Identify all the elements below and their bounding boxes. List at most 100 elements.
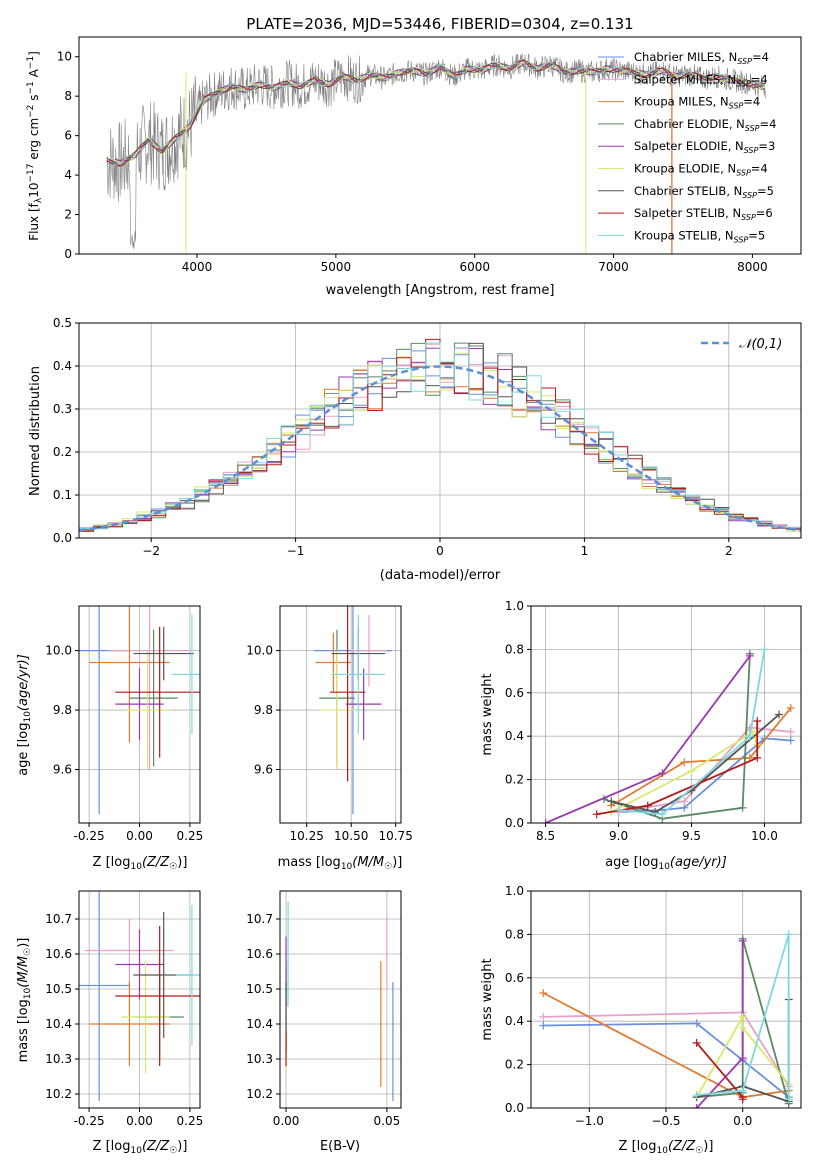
- y-tick-label: 0.8: [505, 642, 524, 656]
- label-part: )]: [703, 1139, 713, 1154]
- y-tick-label: 8: [64, 89, 72, 103]
- x-tick-label: 9.5: [682, 829, 701, 843]
- weight-marker: [539, 1021, 548, 1030]
- y-tick-label: 0.0: [505, 816, 524, 830]
- x-tick-label: 7000: [598, 260, 629, 274]
- plot-area: [79, 606, 200, 815]
- weight-marker: [680, 758, 689, 767]
- mass-vs-metallicity-panel: -0.25 0.00 0.25 10.2 10.3 10.4 10.5 10.6 10.7 Z […: [16, 890, 203, 1156]
- weight-marker: [539, 1012, 548, 1021]
- legend-sub: SSP: [742, 191, 757, 200]
- y-axis-label: mass weight: [480, 673, 495, 755]
- spectrum-model-line: [106, 59, 766, 167]
- legend-count: =3: [758, 139, 775, 153]
- x-tick-label: −2: [142, 544, 160, 558]
- x-tick-label: 0.25: [177, 829, 204, 843]
- y-tick-label: 0.5: [53, 316, 72, 330]
- x-tick-label: 10.75: [378, 829, 412, 843]
- residual-histogram-panel: −2 −1 0 1 2 0.0 0.1 0.2 0.3 0.4 0.5 (data-model)/er…: [28, 316, 802, 583]
- weight-marker: [738, 1095, 747, 1104]
- label-sun: ☉: [169, 1146, 177, 1156]
- y-tick-label: 10.3: [246, 1052, 273, 1066]
- y-tick-label: 9.8: [53, 703, 72, 717]
- y-tick-label: 10.2: [45, 1087, 72, 1101]
- label-part: )]: [177, 855, 187, 870]
- label-part: (Z/Z: [668, 1139, 696, 1154]
- label-part: (age/yr)]: [16, 654, 31, 711]
- y-tick-label: 0.4: [53, 359, 72, 373]
- label-part: age [log: [16, 723, 31, 776]
- y-tick-label: 4: [64, 168, 72, 182]
- legend-sub: SSP: [737, 57, 752, 66]
- legend-count: =5: [757, 184, 774, 198]
- y-tick-label: 2: [64, 208, 72, 222]
- x-tick-label: 0: [436, 544, 444, 558]
- weight-marker: [687, 766, 696, 775]
- label-part: (M/M: [16, 956, 31, 988]
- weight-marker: [658, 769, 667, 778]
- legend-label: Kroupa MILES, NSSP=4: [634, 95, 760, 111]
- x-tick-label: 0.00: [126, 1114, 153, 1128]
- weight-marker: [738, 1054, 747, 1063]
- x-tick-label: 5000: [321, 260, 352, 274]
- weight-marker: [607, 797, 616, 806]
- weight-marker: [541, 819, 550, 823]
- legend-label: Salpeter STELIB, NSSP=6: [634, 206, 773, 222]
- label-sub: 10: [130, 1146, 142, 1156]
- y-tick-label: 9.8: [254, 703, 273, 717]
- x-tick-label: −0.5: [651, 1114, 680, 1128]
- y-tick-label: 0.6: [505, 686, 524, 700]
- y-tick-label: 6: [64, 129, 72, 143]
- legend-sub: SSP: [734, 235, 749, 244]
- weight-series-line: [695, 1013, 790, 1098]
- label-sub: 10: [656, 1146, 668, 1156]
- label-part: age [log: [605, 855, 658, 870]
- y-tick-label: 0.6: [505, 971, 524, 985]
- spectrum-model-line: [106, 61, 766, 165]
- plot-area: [106, 53, 767, 254]
- weight-marker: [753, 753, 762, 762]
- legend-label: Chabrier ELODIE, NSSP=4: [634, 117, 776, 133]
- plot-area: [79, 338, 801, 532]
- y-tick-label: 10.7: [45, 912, 72, 926]
- x-axis-label: mass [log10(M/M☉)]: [278, 855, 403, 872]
- weight-marker: [760, 645, 769, 654]
- y-tick-label: 9.6: [53, 762, 72, 776]
- x-tick-label: 10.50: [334, 829, 368, 843]
- legend-count: =4: [752, 50, 769, 64]
- legend-label: 𝒩(0,1): [739, 337, 782, 352]
- label-part: (M/M: [352, 855, 384, 870]
- y-tick-label: 10.4: [246, 1017, 273, 1031]
- weight-series-line: [545, 655, 751, 823]
- y-tick-label: 0.4: [505, 1014, 524, 1028]
- label-sub: 10: [130, 862, 142, 872]
- x-axis-label: E(B-V): [320, 1139, 360, 1154]
- legend-count: =5: [748, 228, 765, 242]
- weight-vs-age-panel: 8.5 9.0 9.5 10.0 0.0 0.2 0.4 0.6 0.8 1.0 mass weig…: [480, 599, 802, 872]
- weight-marker: [643, 801, 652, 810]
- legend-label: Chabrier STELIB, NSSP=5: [634, 184, 774, 200]
- plot-area: [285, 901, 394, 1101]
- x-axis-label: wavelength [Angstrom, rest frame]: [326, 283, 555, 298]
- x-tick-label: 0.0: [733, 1114, 752, 1128]
- y-tick-label: 0: [64, 247, 72, 261]
- weight-marker: [738, 936, 747, 945]
- x-tick-label: 0.00: [273, 1114, 300, 1128]
- plot-area: [313, 606, 393, 815]
- y-tick-label: 10.6: [45, 947, 72, 961]
- legend-sub: SSP: [745, 124, 760, 133]
- legend-label: Salpeter ELODIE, NSSP=3: [634, 139, 775, 155]
- label-part: Z [log: [93, 1139, 131, 1154]
- figure-title: PLATE=2036, MJD=53446, FIBERID=0304, z=0…: [246, 15, 633, 33]
- legend-name: Kroupa MILES, N: [634, 95, 729, 109]
- y-tick-label: 1.0: [505, 599, 524, 613]
- label-sub: 10: [658, 862, 670, 872]
- legend-label: Kroupa ELODIE, NSSP=4: [634, 162, 768, 178]
- weight-marker: [539, 988, 548, 997]
- weight-marker: [786, 727, 795, 736]
- weight-marker: [786, 736, 795, 745]
- spectrum-model-line: [106, 61, 766, 166]
- x-tick-label: 0.05: [374, 1114, 401, 1128]
- axes-frame: [279, 890, 402, 1109]
- label-sub: 10: [23, 987, 33, 999]
